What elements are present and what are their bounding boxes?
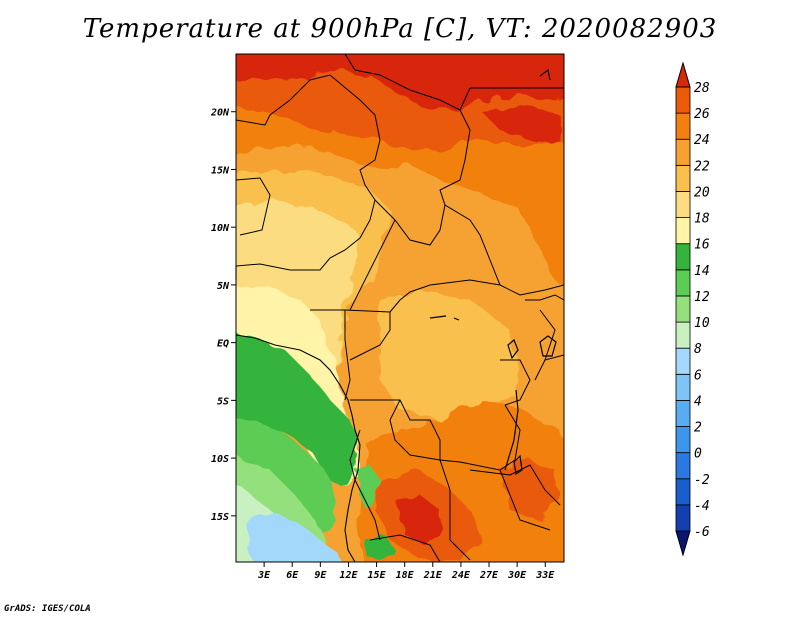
y-tick-label: 20N bbox=[210, 108, 230, 119]
colorbar-lower-extension bbox=[675, 530, 691, 557]
colorbar-level-label: 24 bbox=[694, 133, 710, 148]
y-tick-label: 15N bbox=[211, 165, 230, 176]
colorbar-segment bbox=[675, 426, 691, 454]
colorbar-level-label: 14 bbox=[694, 264, 710, 279]
field-6-8-ocean bbox=[245, 512, 342, 562]
colorbar-segment bbox=[675, 321, 691, 349]
colorbar-level-label: 20 bbox=[694, 185, 710, 200]
x-axis-ticks: 3E 6E 9E 12E 15E 18E 21E 24E 27E 30E 33E bbox=[257, 562, 555, 581]
colorbar-level-label: 6 bbox=[694, 368, 702, 383]
y-tick-label: 10S bbox=[211, 454, 229, 465]
colorbar-level-label: -6 bbox=[694, 525, 710, 540]
x-tick-label: 9E bbox=[314, 570, 327, 581]
x-tick-label: 6E bbox=[286, 570, 299, 581]
colorbar-level-label: 8 bbox=[694, 342, 702, 357]
colorbar-level-label: 2 bbox=[694, 421, 702, 436]
colorbar-segment bbox=[675, 138, 691, 166]
colorbar-segment bbox=[675, 504, 691, 532]
field-28-north bbox=[236, 54, 564, 110]
colorbar-segment bbox=[675, 217, 691, 245]
colorbar-segment bbox=[675, 400, 691, 427]
colorbar-segment bbox=[675, 452, 691, 480]
x-tick-label: 12E bbox=[339, 570, 358, 581]
map-frame bbox=[235, 53, 565, 563]
field-green-coast bbox=[355, 465, 380, 505]
field-green-coast-south bbox=[365, 535, 395, 560]
colorbar-segment bbox=[675, 347, 691, 375]
colorbar-level-label: 10 bbox=[694, 316, 710, 331]
colorbar-segment bbox=[675, 112, 691, 140]
colorbar-level-label: 26 bbox=[694, 107, 710, 122]
colorbar-segment bbox=[675, 164, 691, 192]
colorbar-level-label: 22 bbox=[694, 159, 710, 174]
colorbar-level-label: 0 bbox=[694, 447, 702, 462]
field-28-east bbox=[480, 105, 560, 140]
y-tick-label: 10N bbox=[211, 223, 230, 234]
lakes bbox=[429, 68, 557, 476]
colorbar-level-label: -4 bbox=[694, 499, 710, 514]
x-tick-label: 30E bbox=[507, 570, 527, 581]
country-boundaries bbox=[236, 54, 564, 562]
colorbar-segment bbox=[675, 295, 691, 323]
x-tick-label: 27E bbox=[479, 570, 499, 581]
colorbar-segment bbox=[675, 478, 691, 506]
colorbar-level-label: 12 bbox=[694, 290, 710, 305]
colorbar-segment bbox=[675, 191, 691, 218]
colorbar-level-label: 4 bbox=[694, 394, 702, 409]
colorbar-level-label: 18 bbox=[694, 212, 710, 227]
colorbar-segment bbox=[675, 373, 691, 401]
field-26-28-south-east bbox=[500, 460, 560, 520]
colorbar-segment bbox=[675, 269, 691, 297]
y-tick-label: 15S bbox=[211, 512, 229, 523]
colorbar-level-label: -2 bbox=[694, 473, 710, 488]
field-20-22-central bbox=[380, 290, 520, 420]
field-28-south bbox=[395, 495, 445, 545]
x-tick-label: 18E bbox=[396, 570, 415, 581]
plot-title: Temperature at 900hPa [C], VT: 202008290… bbox=[82, 14, 718, 44]
colorbar-upper-extension bbox=[675, 61, 691, 88]
colorbar-level-label: 28 bbox=[694, 81, 710, 96]
x-tick-label: 24E bbox=[451, 570, 471, 581]
y-tick-label: EQ bbox=[217, 339, 229, 350]
colorbar-segment bbox=[675, 86, 691, 114]
grads-credit: GrADS: IGES/COLA bbox=[4, 604, 91, 614]
field-14-16-ocean bbox=[236, 332, 360, 490]
x-tick-label: 33E bbox=[535, 570, 555, 581]
x-tick-label: 21E bbox=[423, 570, 443, 581]
y-tick-label: 5S bbox=[217, 396, 229, 407]
y-axis-ticks: 20N 15N 10N 5N EQ 5S 10S 15S bbox=[210, 108, 236, 523]
colorbar-segment bbox=[675, 243, 691, 271]
x-tick-label: 3E bbox=[257, 570, 271, 581]
field-12-14-ocean bbox=[236, 417, 335, 530]
colorbar-level-label: 16 bbox=[694, 238, 710, 253]
temperature-field bbox=[236, 54, 564, 562]
y-tick-label: 5N bbox=[217, 281, 230, 292]
x-tick-label: 15E bbox=[368, 570, 387, 581]
